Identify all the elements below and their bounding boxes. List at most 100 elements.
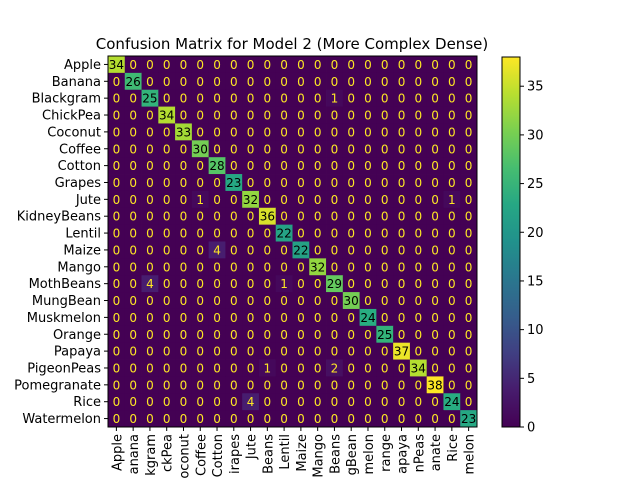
cell-value-label: 0 <box>247 142 255 156</box>
cell-value-label: 0 <box>213 109 221 123</box>
cell-value-label: 0 <box>280 176 288 190</box>
matrix-cell <box>175 359 193 377</box>
matrix-cell <box>258 56 277 74</box>
cell-value-label: 0 <box>213 395 221 409</box>
cell-value-label: 0 <box>247 176 255 190</box>
cell-value-label: 0 <box>113 294 121 308</box>
matrix-cell <box>443 89 461 107</box>
cell-value-label: 0 <box>280 159 288 173</box>
cell-value-label: 0 <box>398 378 406 392</box>
matrix-cell <box>309 174 327 192</box>
matrix-cell <box>309 258 327 276</box>
matrix-cell <box>158 56 176 74</box>
matrix-cell <box>242 275 260 293</box>
matrix-cell <box>409 241 428 259</box>
cell-value-label: 0 <box>381 193 389 207</box>
matrix-cell <box>460 292 478 310</box>
cell-value-label: 0 <box>129 125 137 139</box>
matrix-cell <box>460 123 478 141</box>
cell-value-label: 0 <box>213 227 221 241</box>
cell-value-label: 0 <box>398 125 406 139</box>
cell-value-label: 4 <box>213 243 221 257</box>
matrix-cell <box>175 410 193 428</box>
matrix-cell <box>141 224 159 242</box>
matrix-cell <box>158 174 176 192</box>
cell-value-label: 0 <box>431 227 439 241</box>
cell-value-label: 0 <box>213 311 221 325</box>
matrix-cell <box>443 359 461 377</box>
cell-value-label: 0 <box>448 243 456 257</box>
matrix-cell <box>141 410 159 428</box>
matrix-cell <box>124 376 142 394</box>
cell-value-label: 0 <box>264 193 272 207</box>
matrix-cell <box>342 207 360 226</box>
cell-value-label: 29 <box>327 277 342 291</box>
cell-value-label: 0 <box>146 125 154 139</box>
matrix-cell <box>393 410 411 428</box>
matrix-cell <box>225 258 243 276</box>
matrix-cell <box>460 275 478 293</box>
cell-value-label: 0 <box>230 125 238 139</box>
x-tick-label: anana <box>127 434 142 474</box>
matrix-cell <box>342 140 360 158</box>
cell-value-label: 0 <box>213 125 221 139</box>
cell-value-label: 0 <box>146 142 154 156</box>
cell-value-label: 0 <box>331 260 339 274</box>
matrix-cell <box>409 106 428 124</box>
cell-value-label: 0 <box>180 311 188 325</box>
cell-value-label: 0 <box>381 92 389 106</box>
cell-value-label: 0 <box>465 294 473 308</box>
x-tick-label: Cotton <box>211 434 226 477</box>
matrix-cell <box>124 342 142 360</box>
matrix-cell <box>191 342 210 360</box>
matrix-cell <box>309 106 327 124</box>
cell-value-label: 0 <box>297 210 305 224</box>
matrix-cell <box>191 393 210 411</box>
matrix-cell <box>426 292 444 310</box>
cell-value-label: 0 <box>113 243 121 257</box>
matrix-cell <box>292 89 310 107</box>
matrix-cell <box>191 89 210 107</box>
cell-value-label: 0 <box>280 345 288 359</box>
matrix-cell <box>225 123 243 141</box>
matrix-cell <box>124 157 142 175</box>
cell-value-label: 0 <box>431 311 439 325</box>
cell-value-label: 0 <box>465 328 473 342</box>
matrix-cell <box>225 342 243 360</box>
matrix-cell <box>258 140 277 158</box>
matrix-cell <box>393 275 411 293</box>
cell-value-label: 0 <box>297 260 305 274</box>
matrix-cell <box>393 308 411 327</box>
matrix-cell <box>426 241 444 259</box>
cell-value-label: 26 <box>126 75 141 89</box>
matrix-cell <box>158 157 176 175</box>
cell-value-label: 0 <box>381 75 389 89</box>
matrix-cell <box>108 140 126 158</box>
matrix-cell <box>342 342 360 360</box>
cell-value-label: 0 <box>163 193 171 207</box>
cell-value-label: 0 <box>297 328 305 342</box>
cell-value-label: 0 <box>414 227 422 241</box>
cell-value-label: 0 <box>264 159 272 173</box>
cell-value-label: 0 <box>230 277 238 291</box>
matrix-cell <box>124 275 142 293</box>
y-tick-label: KidneyBeans <box>17 210 101 225</box>
matrix-cell <box>460 174 478 192</box>
matrix-cell <box>108 376 126 394</box>
cell-value-label: 0 <box>196 109 204 123</box>
matrix-cell <box>208 292 226 310</box>
cell-value-label: 0 <box>414 176 422 190</box>
cell-value-label: 0 <box>163 75 171 89</box>
matrix-cell <box>342 275 360 293</box>
matrix-cell <box>309 393 327 411</box>
cell-value-label: 0 <box>297 227 305 241</box>
cell-value-label: 0 <box>196 58 204 72</box>
matrix-cell <box>108 292 126 310</box>
cell-value-label: 0 <box>180 412 188 426</box>
matrix-cell <box>393 292 411 310</box>
matrix-cell <box>326 190 344 209</box>
matrix-cell <box>158 190 176 209</box>
cell-value-label: 0 <box>431 294 439 308</box>
matrix-cell <box>124 123 142 141</box>
cell-value-label: 0 <box>264 243 272 257</box>
